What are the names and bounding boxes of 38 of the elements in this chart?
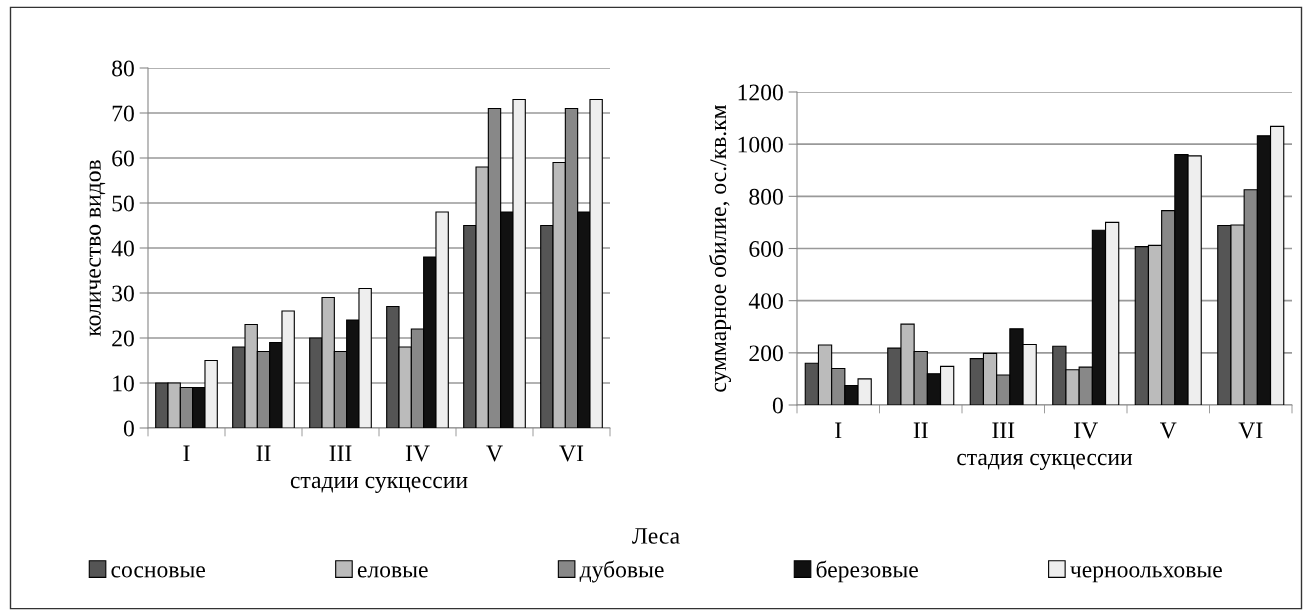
x-tick-label: VI xyxy=(559,445,584,462)
x-axis-title: стадия сукцессии xyxy=(957,453,1133,471)
y-tick-label: 200 xyxy=(749,345,783,362)
x-tick-label: IV xyxy=(405,445,430,462)
legend-label: березовые xyxy=(816,560,918,583)
x-tick-label: II xyxy=(913,422,928,439)
y-tick-label: 0 xyxy=(123,420,134,437)
y-tick-label: 80 xyxy=(112,60,134,77)
y-tick-label: 400 xyxy=(748,293,783,310)
y-tick-label: 0 xyxy=(772,397,783,414)
y-tick-label: 800 xyxy=(749,188,783,205)
y-tick-label: 40 xyxy=(111,240,134,257)
y-tick-label: 70 xyxy=(112,105,134,122)
x-tick-label: III xyxy=(992,422,1015,439)
y-tick-label: 30 xyxy=(112,285,134,302)
legend-title: Леса xyxy=(632,528,680,544)
y-tick-label: 50 xyxy=(112,195,134,212)
legend-label: сосновые xyxy=(111,566,205,578)
legend-label: еловые xyxy=(357,566,428,578)
y-axis-title: количество видов xyxy=(89,160,106,337)
y-tick-label: 20 xyxy=(112,330,134,347)
x-tick-label: V xyxy=(486,445,503,462)
x-tick-label: IV xyxy=(1074,422,1098,439)
legend-label: черноольховые xyxy=(1070,566,1222,583)
x-tick-label: III xyxy=(329,445,352,462)
y-tick-label: 10 xyxy=(113,375,134,392)
y-tick-label: 600 xyxy=(749,240,783,257)
x-tick-label: VI xyxy=(1238,422,1263,439)
y-axis-title: суммарное обилие, ос./кв.км xyxy=(709,104,732,392)
y-tick-label: 60 xyxy=(112,150,134,167)
legend-label: дубовые xyxy=(579,560,664,583)
y-tick-label: 1200 xyxy=(738,84,783,101)
x-tick-label: V xyxy=(1159,422,1177,439)
x-tick-label: I xyxy=(835,422,842,439)
y-tick-label: 1000 xyxy=(738,136,783,153)
x-tick-label: I xyxy=(183,445,190,462)
x-axis-title: стадии сукцессии xyxy=(290,476,468,494)
x-tick-label: II xyxy=(256,445,271,462)
